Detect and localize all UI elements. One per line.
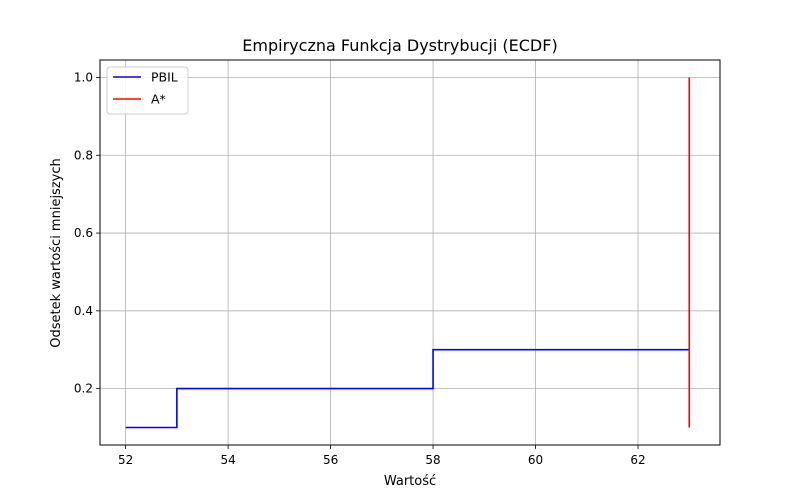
legend-box: [106, 66, 189, 115]
x-tick-label: 54: [220, 453, 235, 467]
series-line-pbil: [125, 348, 690, 429]
y-tick-label: 0.2: [74, 382, 93, 396]
grid: [100, 60, 720, 445]
axes-frame: [99, 59, 721, 446]
x-tick-label: 52: [118, 453, 133, 467]
ticks: 52 54 56 58 60 62 0.2 0.4 0.6 0.8 1.0: [74, 71, 646, 468]
series-layer: [125, 77, 691, 429]
y-tick-label: 1.0: [74, 71, 93, 85]
chart-title: Empiryczna Funkcja Dystrybucji (ECDF): [242, 36, 557, 55]
legend-label-a: A*: [151, 92, 166, 107]
x-tick-label: 62: [630, 453, 645, 467]
y-axis-label: Odsetek wartości mniejszych: [49, 158, 64, 347]
y-tick-label: 0.4: [74, 304, 93, 318]
x-tick-label: 60: [528, 453, 543, 467]
x-tick-label: 56: [323, 453, 338, 467]
x-tick-label: 58: [425, 453, 440, 467]
legend-label-pbil: PBIL: [151, 70, 178, 85]
legend: PBIL A*: [106, 66, 189, 115]
x-axis-label: Wartość: [384, 474, 436, 489]
y-tick-label: 0.6: [74, 226, 93, 240]
y-tick-label: 0.8: [74, 148, 93, 162]
